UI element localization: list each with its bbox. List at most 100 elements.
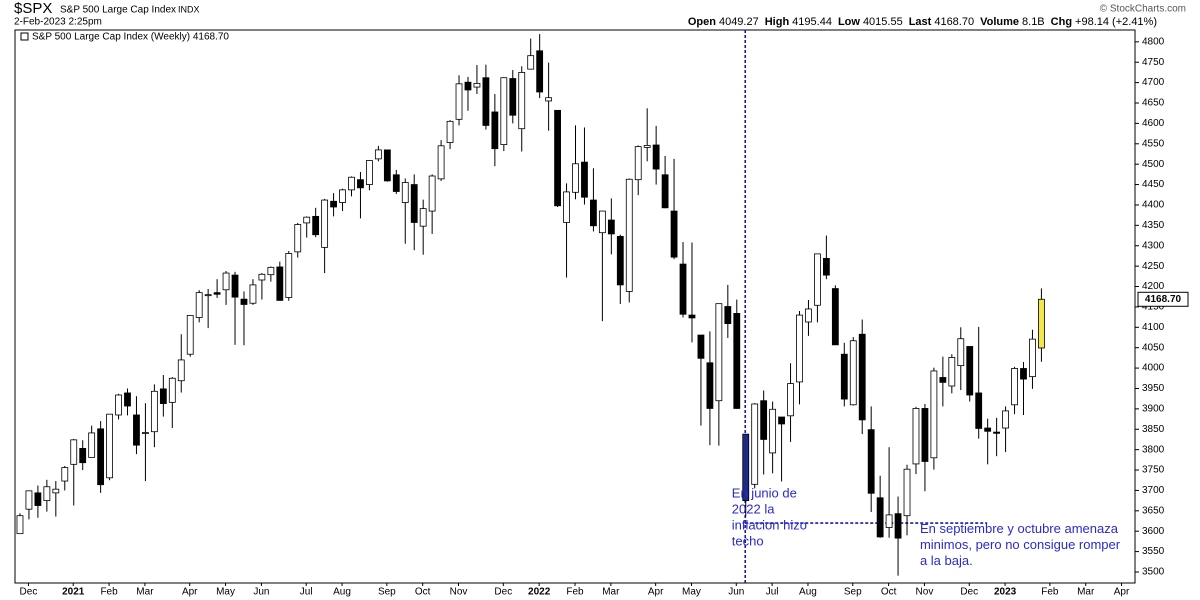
candle-body [670,210,678,258]
candle-body [948,357,956,387]
x-tick-label: 2023 [994,587,1017,598]
quote-value: 4195.44 [792,16,832,28]
x-tick-label: Mar [136,587,154,598]
candle-body [446,120,454,143]
candle-body [366,160,373,185]
candle-body [787,383,794,417]
quote-label: Last [909,16,932,28]
candle-body [760,400,768,440]
candle-body [482,77,490,126]
x-tick-label: 2022 [528,587,551,598]
candle-body [357,179,364,189]
y-tick-label: 4300 [1142,240,1165,251]
quote-label: Open [688,16,716,28]
candle-body [805,308,812,323]
candle-body [912,408,920,465]
candle-body [168,377,176,403]
candle-body [1038,298,1045,349]
candle-body [590,199,597,227]
x-tick-label: 2021 [62,587,85,598]
candle-body [742,433,750,502]
candle-body [634,146,642,181]
symbol: $SPX [14,0,52,17]
candle-body [321,199,329,248]
quote-value: 4168.70 [934,16,974,28]
candle-body [563,191,570,223]
candle-body [993,431,1001,434]
x-tick-label: May [682,587,701,598]
candle-body [724,306,732,325]
candle-body [858,333,866,421]
y-tick-label: 4750 [1142,57,1165,68]
candle-body [769,408,777,454]
candle-body [975,392,983,429]
y-tick-label: 3650 [1142,505,1165,516]
candle-body [410,184,418,223]
index-name: S&P 500 Large Cap Index [60,5,176,16]
annotation-line: minimos, pero no consigue romper [920,537,1121,552]
y-tick-label: 4550 [1142,138,1165,149]
candle-body [688,314,696,319]
y-tick-label: 4600 [1142,118,1165,129]
x-tick-label: Apr [1114,587,1130,598]
y-tick-label: 4450 [1142,179,1165,190]
copyright: © StockCharts.com [1100,4,1186,15]
x-tick-label: Apr [648,587,664,598]
annotation-line: En junio de [732,486,797,501]
candle-body [276,266,284,301]
candle-body [61,467,69,482]
price-tag: 4168.70 [1145,294,1182,305]
candle-body [204,294,212,297]
candle-body [643,145,651,148]
candle-body [106,413,113,479]
candle-body [652,144,660,170]
x-tick-label: Apr [182,587,198,598]
candle-body [697,334,705,359]
candle-body [509,78,517,116]
annotation-line: En septiembre y octubre amenaza [920,521,1119,536]
candle-body [79,448,87,464]
candle-body [903,468,911,517]
candle-body [536,50,544,93]
legend: S&P 500 Large Cap Index (Weekly) 4168.70 [32,32,229,43]
y-tick-label: 3800 [1142,444,1165,455]
candle-body [545,97,553,102]
y-tick-label: 4350 [1142,220,1165,231]
quote-label: Volume [980,16,1019,28]
x-tick-label: Sep [378,587,396,598]
quote-label: High [765,16,790,28]
candle-body [1011,368,1018,406]
candle-body [186,315,194,355]
y-tick-label: 4500 [1142,159,1165,170]
y-tick-label: 4100 [1142,322,1165,333]
y-tick-label: 3500 [1142,567,1165,578]
candle-body [428,175,436,212]
y-tick-label: 3750 [1142,465,1165,476]
candle-body [733,313,741,409]
x-tick-label: Feb [100,587,118,598]
x-tick-label: Nov [450,587,468,598]
candle-body [554,109,561,207]
candle-body [16,515,24,535]
candle-body [303,216,311,224]
candle-body [814,253,821,306]
candle-body [52,488,60,494]
candle-body [939,377,947,383]
x-tick-label: Jun [728,587,744,598]
candle-body [661,174,669,209]
candle-body [267,266,275,276]
candle-body [930,370,938,459]
candle-body [867,429,875,494]
candle-body [249,284,257,304]
plot-frame [14,29,1136,584]
candle-body [142,432,149,434]
candle-body [894,513,902,539]
x-tick-label: Feb [1041,587,1059,598]
annotation: En septiembre y octubre amenaza minimos, … [920,521,1121,568]
y-tick-label: 3900 [1142,404,1165,415]
x-tick-label: Jun [253,587,269,598]
x-tick-label: Dec [960,587,978,598]
candle-body [1002,410,1009,429]
